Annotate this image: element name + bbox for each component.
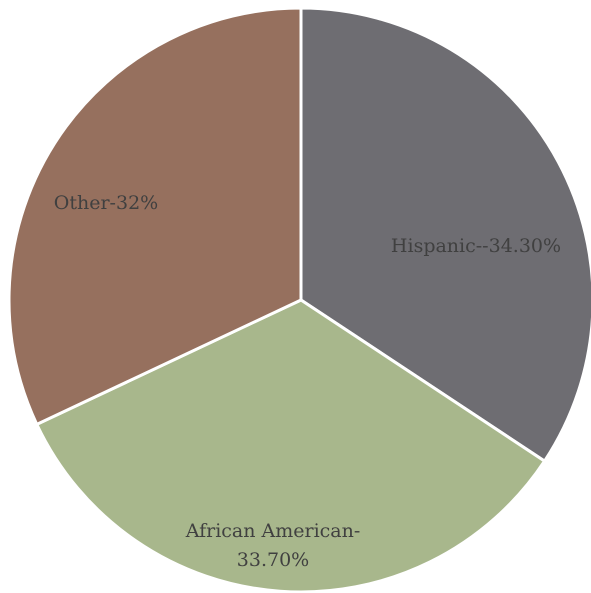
pie-slice-label-line: Other-32% (54, 192, 158, 214)
pie-slice-label-1: Hispanic--34.30% (391, 235, 561, 257)
pie-slice-label-line: African American- (185, 520, 361, 542)
pie-labels: Hispanic--34.30% African American- 33.70% O… (54, 192, 561, 571)
pie-slice-3 (7, 6, 303, 427)
pie-slice-label-2: African American- 33.70% (185, 520, 361, 571)
pie-slice-label-line: Hispanic--34.30% (391, 235, 561, 257)
pie-slice-label-line: 33.70% (237, 549, 309, 571)
pie-slice-2 (34, 298, 547, 593)
pie-slices (7, 6, 591, 593)
pie-slice-label-3: Other-32% (54, 192, 158, 214)
